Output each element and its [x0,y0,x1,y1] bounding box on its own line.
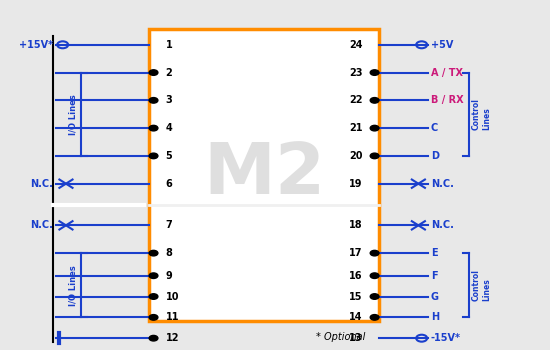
Circle shape [370,153,379,159]
Text: 9: 9 [166,271,172,281]
Circle shape [370,273,379,279]
Text: N.C.: N.C. [30,220,53,230]
Text: H: H [431,312,439,322]
Text: 18: 18 [349,220,362,230]
Text: 13: 13 [349,333,362,343]
Text: 4: 4 [166,123,172,133]
Text: 20: 20 [349,151,362,161]
Text: 17: 17 [349,248,362,258]
Text: 15: 15 [349,292,362,302]
Text: I/O Lines: I/O Lines [69,265,78,306]
Circle shape [149,315,158,320]
Text: I/O Lines: I/O Lines [69,94,78,135]
Circle shape [149,70,158,75]
Circle shape [370,250,379,256]
Text: F: F [431,271,438,281]
Text: +15V*: +15V* [19,40,53,50]
Circle shape [149,250,158,256]
Text: G: G [431,292,439,302]
Text: 14: 14 [349,312,362,322]
Text: 24: 24 [349,40,362,50]
Text: N.C.: N.C. [431,220,454,230]
Text: +5V: +5V [431,40,453,50]
Text: 21: 21 [349,123,362,133]
Text: C: C [431,123,438,133]
Text: 5: 5 [166,151,172,161]
Text: 8: 8 [166,248,173,258]
Circle shape [149,98,158,103]
Text: 23: 23 [349,68,362,78]
Circle shape [370,125,379,131]
Text: 22: 22 [349,95,362,105]
Text: 10: 10 [166,292,179,302]
Text: 19: 19 [349,179,362,189]
Text: 2: 2 [166,68,172,78]
Text: D: D [431,151,439,161]
Text: E: E [431,248,438,258]
Circle shape [149,335,158,341]
Text: B / RX: B / RX [431,95,464,105]
Text: N.C.: N.C. [431,179,454,189]
Text: * Optional: * Optional [316,332,365,342]
Text: 1: 1 [166,40,172,50]
Text: M2: M2 [203,140,325,210]
Circle shape [370,315,379,320]
Text: 11: 11 [166,312,179,322]
Circle shape [370,294,379,299]
Circle shape [370,98,379,103]
Text: A / TX: A / TX [431,68,463,78]
Text: 7: 7 [166,220,172,230]
Circle shape [370,70,379,75]
Text: N.C.: N.C. [30,179,53,189]
Text: Control
Lines: Control Lines [472,98,491,130]
Text: 16: 16 [349,271,362,281]
Text: 6: 6 [166,179,172,189]
Circle shape [149,294,158,299]
Circle shape [149,273,158,279]
Text: 3: 3 [166,95,172,105]
Text: -15V*: -15V* [431,333,461,343]
FancyBboxPatch shape [149,29,379,321]
Circle shape [149,125,158,131]
Text: Control
Lines: Control Lines [472,269,491,301]
Circle shape [149,153,158,159]
Text: 12: 12 [166,333,179,343]
